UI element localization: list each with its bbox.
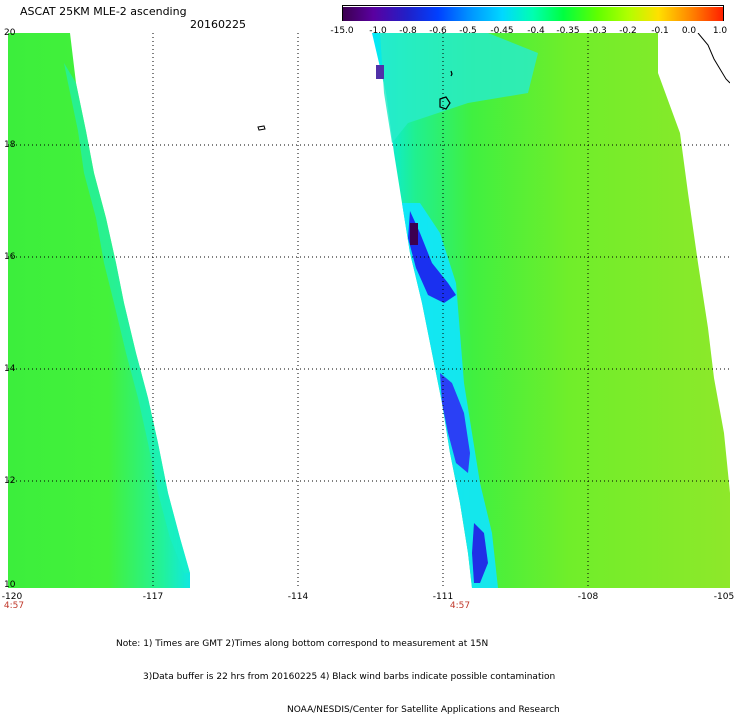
colorbar-label: -0.3	[589, 26, 607, 36]
lon-label: -117	[142, 592, 164, 602]
left-swath	[8, 33, 190, 588]
lat-label: 14	[4, 364, 16, 374]
colorbar-label: -0.45	[490, 26, 514, 36]
island-outline	[439, 96, 451, 110]
footnote-line: Note: 1) Times are GMT 2)Times along bot…	[116, 639, 489, 649]
top-swath-purple	[376, 65, 384, 79]
left-swath-edge	[64, 63, 190, 573]
lat-label: 18	[4, 140, 16, 150]
footnote-line: NOAA/NESDIS/Center for Satellite Applica…	[287, 705, 560, 715]
colorbar-label: -0.5	[459, 26, 477, 36]
colorbar-label: -0.35	[556, 26, 580, 36]
colorbar-labels: -15.0 -1.0 -0.8 -0.6 -0.5 -0.45 -0.4 -0.…	[330, 26, 740, 38]
lon-label: -108	[577, 592, 599, 602]
lon-label: -105	[713, 592, 735, 602]
footnotes: Note: 1) Times are GMT 2)Times along bot…	[116, 617, 560, 727]
colorbar-label: -0.6	[429, 26, 447, 36]
colorbar-label: -0.2	[619, 26, 637, 36]
colorbar-label: 1.0	[712, 26, 728, 36]
colorbar-label: -0.8	[399, 26, 417, 36]
pass-time-label: 4:57	[3, 601, 25, 611]
right-swath-purple	[410, 223, 418, 245]
colorbar-gradient	[343, 7, 723, 21]
map-date: 20160225	[190, 18, 246, 31]
lon-label: -114	[287, 592, 309, 602]
lat-label: 16	[4, 252, 16, 262]
top-swath-cyan	[380, 33, 538, 143]
lon-label: -120	[1, 592, 23, 602]
right-swath-blue-3	[472, 523, 488, 583]
map-svg	[8, 33, 730, 588]
map-title: ASCAT 25KM MLE-2 ascending	[20, 5, 187, 18]
lat-label: 10	[4, 580, 16, 590]
footnote-line: 3)Data buffer is 22 hrs from 20160225 4)…	[143, 672, 556, 682]
coastline	[697, 33, 730, 84]
pass-time-label: 4:57	[449, 601, 471, 611]
colorbar-label: -1.0	[369, 26, 387, 36]
map-panel	[8, 33, 730, 588]
colorbar-label: -0.1	[651, 26, 669, 36]
colorbar-label: 0.0	[681, 26, 697, 36]
colorbar-label: -0.4	[527, 26, 545, 36]
colorbar-label: -15.0	[330, 26, 354, 36]
island-outline	[450, 70, 453, 77]
colorbar	[342, 5, 724, 21]
graticule	[8, 33, 730, 588]
lon-label: -111	[432, 592, 454, 602]
right-swath-blue-1	[408, 211, 456, 303]
right-swath-blue-2	[440, 373, 470, 473]
island-outline	[257, 125, 266, 131]
lat-label: 12	[4, 476, 16, 486]
lat-label: 20	[4, 28, 16, 38]
